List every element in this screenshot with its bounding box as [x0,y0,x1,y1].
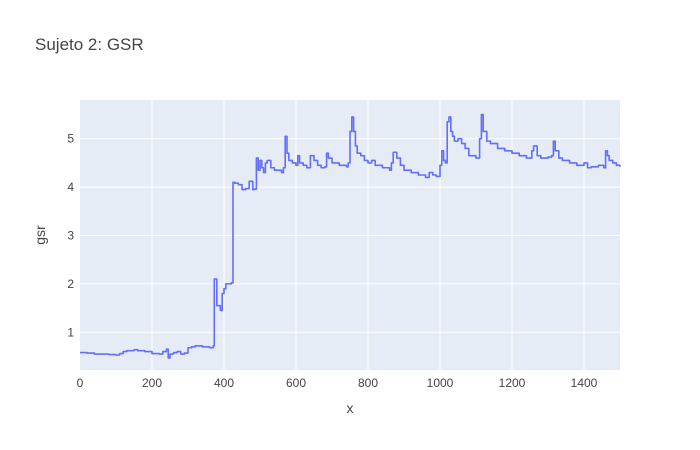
y-tick-label: 2 [67,277,74,291]
x-axis-ticks: 0 200 400 600 800 1000 1200 1400 [77,376,598,390]
x-axis-title: x [347,400,354,416]
y-axis-ticks: 1 2 3 4 5 [67,132,74,340]
y-tick-label: 4 [67,180,74,194]
x-tick-label: 1200 [499,376,526,390]
y-tick-label: 3 [67,228,74,242]
x-tick-label: 400 [214,376,234,390]
x-tick-label: 600 [286,376,306,390]
x-tick-label: 1400 [571,376,598,390]
chart-title: Sujeto 2: GSR [35,35,144,54]
x-tick-label: 800 [358,376,378,390]
y-tick-label: 1 [67,325,74,339]
gsr-series-line [80,113,621,359]
y-axis-title: gsr [32,225,48,245]
x-tick-label: 0 [77,376,84,390]
series-layer [80,113,621,359]
x-tick-label: 1000 [427,376,454,390]
y-tick-label: 5 [67,132,74,146]
x-tick-label: 200 [142,376,162,390]
